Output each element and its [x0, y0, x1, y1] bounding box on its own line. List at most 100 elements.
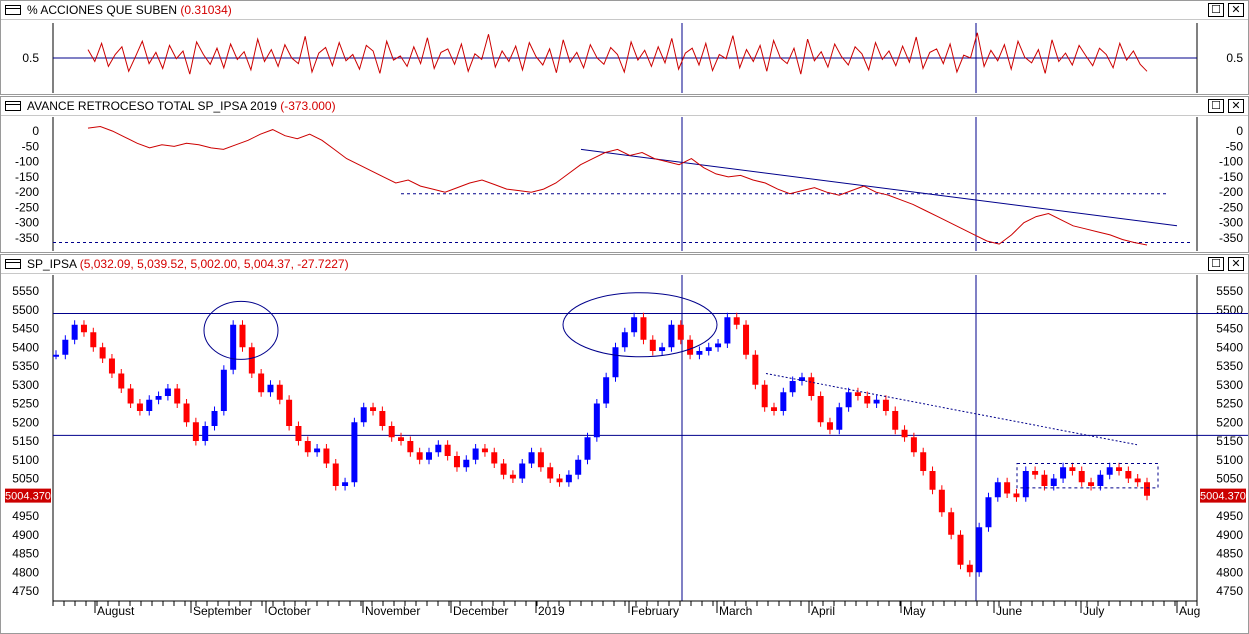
downtrend-line [580, 148, 1178, 227]
candle-body [276, 384, 283, 400]
maximize-icon[interactable]: ☐ [1208, 3, 1224, 17]
candle-body [164, 388, 171, 396]
month-label: July [1083, 604, 1104, 618]
candle-body [509, 474, 516, 479]
candle-body [696, 351, 703, 355]
y-tick-label-right: 5200 [1216, 415, 1243, 429]
candle-body [80, 324, 87, 333]
candle-body [53, 354, 59, 357]
candle-body [882, 399, 889, 411]
candle-body [472, 448, 479, 460]
price-value: (5,032.09, 5,039.52, 5,002.00, 5,004.37,… [79, 257, 349, 271]
y-tick-label-left: -200 [15, 185, 39, 199]
candle-body [519, 463, 526, 479]
candle-body [183, 403, 190, 423]
candle-body [360, 407, 367, 423]
maximize-icon[interactable]: ☐ [1208, 99, 1224, 113]
candle-body [481, 448, 488, 453]
y-tick-label-left: 5150 [12, 434, 39, 448]
y-tick-label-left: 4750 [12, 584, 39, 598]
y-tick-label-left: 4850 [12, 547, 39, 561]
candle-body [1004, 482, 1011, 494]
month-label: Aug [1179, 604, 1200, 618]
candle-body [733, 317, 740, 325]
y-tick-label-right: 5550 [1216, 284, 1243, 298]
candle-body [258, 373, 265, 393]
candle-body [407, 441, 414, 453]
candle-body [1041, 474, 1048, 486]
candle-body [435, 444, 442, 453]
candle-body [668, 324, 675, 348]
candle-body [1106, 467, 1113, 475]
month-label: 2019 [538, 604, 565, 618]
candle-body [948, 512, 955, 535]
breadth-chart: 0.5 0.5 [22, 23, 1243, 93]
y-tick-label-left: 4800 [12, 565, 39, 579]
candle-body [463, 459, 470, 468]
candle-body [267, 384, 274, 393]
candle-body [603, 377, 610, 404]
maximize-icon[interactable]: ☐ [1208, 257, 1224, 271]
candle-body [500, 463, 507, 475]
price-panel: SP_IPSA (5,032.09, 5,039.52, 5,002.00, 5… [0, 254, 1249, 634]
candle-body [938, 489, 945, 513]
y-tick-label-right: -100 [1219, 155, 1243, 169]
candle-body [780, 392, 787, 411]
candle-body [649, 339, 656, 351]
y-tick-label-left: -150 [15, 170, 39, 184]
candle-body [957, 534, 964, 565]
candle-body [994, 482, 1001, 498]
candle-body [575, 459, 582, 475]
candle-body [584, 437, 591, 460]
annotation-ellipse [203, 300, 279, 360]
breadth-titlebar: % ACCIONES QUE SUBEN (0.31034) ☐ ✕ [1, 1, 1248, 20]
candle-body [379, 411, 386, 426]
candle-body [985, 497, 992, 528]
y-tick-label-right: 5250 [1216, 397, 1243, 411]
candle-body [1069, 467, 1076, 471]
candle-body [910, 437, 917, 453]
y-tick-label-right: -150 [1219, 170, 1243, 184]
month-label: October [268, 604, 311, 618]
candle-body [425, 452, 432, 460]
advdec-panel: AVANCE RETROCESO TOTAL SP_IPSA 2019 (-37… [0, 96, 1249, 253]
candle-body [892, 411, 899, 430]
y-tick-label-right: 4850 [1216, 547, 1243, 561]
y-tick-label-left: -350 [15, 231, 39, 245]
candle-body [1060, 467, 1067, 479]
candle-body [1116, 467, 1123, 471]
y-tick-label-right: 5300 [1216, 378, 1243, 392]
y-tick-label-right: 5050 [1216, 472, 1243, 486]
candle-body [295, 426, 302, 441]
candle-body [1144, 482, 1150, 496]
y-tick-label-right: -50 [1226, 139, 1244, 153]
candle-body [771, 407, 778, 411]
candle-body [659, 347, 666, 351]
candle-body [1125, 471, 1132, 479]
close-icon[interactable]: ✕ [1228, 3, 1244, 17]
window-icon [5, 101, 21, 111]
y-tick-label-left: 5200 [12, 415, 39, 429]
candle-body [705, 347, 712, 351]
candle-body [62, 339, 69, 355]
y-tick-label-right: 5500 [1216, 303, 1243, 317]
y-tick-label-right: 4900 [1216, 528, 1243, 542]
candle-body [239, 324, 246, 348]
y-tick-label-left: 5050 [12, 472, 39, 486]
close-icon[interactable]: ✕ [1228, 257, 1244, 271]
candle-body [192, 422, 199, 441]
candle-body [612, 347, 619, 378]
candle-body [976, 527, 983, 573]
dashed-trendline [765, 373, 1138, 446]
candle-body [146, 399, 153, 411]
close-icon[interactable]: ✕ [1228, 99, 1244, 113]
candle-body [743, 324, 750, 355]
advdec-series-line [87, 125, 1148, 246]
y-tick-label-right: 5100 [1216, 453, 1243, 467]
candle-body [715, 343, 722, 348]
advdec-value: (-373.000) [280, 99, 336, 113]
month-label: August [97, 604, 135, 618]
candle-body [761, 384, 768, 408]
candle-body [1078, 471, 1085, 483]
candle-body [752, 354, 759, 385]
